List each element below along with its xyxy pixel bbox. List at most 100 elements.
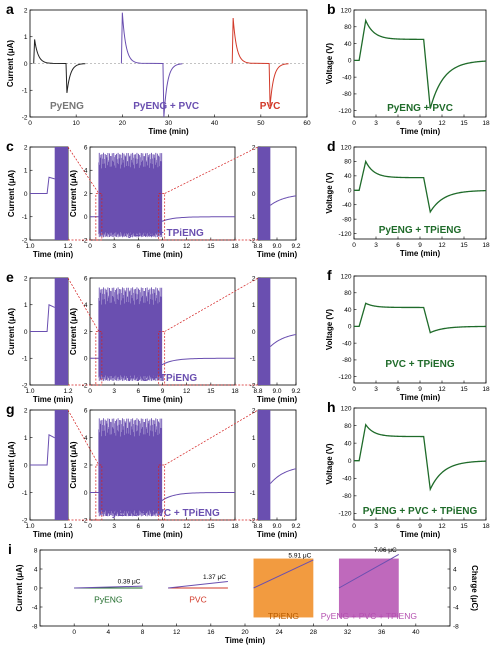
panel-label-a: a — [6, 1, 14, 17]
panel-g-zoom-right-xtick-label: 9.0 — [272, 523, 281, 530]
panel-i-charge-1 — [168, 580, 228, 589]
panel-a-ytick-label: 0 — [24, 61, 28, 68]
panel-d-ylabel: Voltage (V) — [325, 172, 334, 214]
panel-c-zoom-box — [95, 193, 103, 241]
panel-i-xtick-label: 20 — [241, 629, 249, 636]
panel-i-charge-label-1: 1.37 μC — [203, 574, 226, 581]
panel-g-zoom-box — [95, 464, 103, 521]
panel-c-zoom-right-xtick-label: 9.0 — [272, 243, 281, 250]
panel-e-zoom-right-ytick-label: -2 — [250, 382, 256, 389]
panel-a-xlabel: Time (min) — [148, 127, 189, 136]
panel-d-ytick-label: -40 — [342, 202, 352, 209]
panel-c-connector — [164, 146, 259, 194]
panel-e-main-xlabel: Time (min) — [142, 395, 183, 404]
panel-i-xtick-label: 32 — [344, 629, 352, 636]
panel-label-h: h — [327, 399, 336, 415]
panel-i-xtick-label: 8 — [141, 629, 145, 636]
panel-e-zoom-left-ylabel: Current (μA) — [7, 308, 16, 355]
panel-h-label: PyENG + PVC + TPiENG — [363, 506, 478, 517]
panel-h-xtick-label: 9 — [418, 523, 422, 530]
panel-c-label: PyENG + TPiENG — [121, 228, 204, 239]
panel-g-zoom-right-ytick-label: 1 — [252, 435, 256, 442]
panel-e-zoom-left-ytick-label: -2 — [22, 382, 28, 389]
panel-g-zoom-right-burst — [258, 410, 271, 520]
panel-g-zoom-right-ytick-label: 0 — [252, 462, 256, 469]
panel-i-xtick-label: 28 — [310, 629, 318, 636]
panel-f-xtick-label: 12 — [438, 386, 446, 393]
panel-g-main-xtick-label: 18 — [231, 523, 239, 530]
panel-c-zoom-left-ytick-label: 2 — [24, 144, 28, 151]
panel-i-y2tick-label: 0 — [453, 585, 457, 592]
panel-i-xtick-label: 16 — [207, 629, 215, 636]
panel-f-ytick-label: 40 — [344, 307, 352, 314]
panel-i-y2label: Charge (μC) — [470, 565, 479, 611]
panel-i-burst-2 — [253, 558, 314, 618]
panel-i-charge-label-2: 5.91 μC — [288, 552, 311, 559]
panel-c-zoom-left-ytick-label: 1 — [24, 168, 28, 175]
panel-b-xtick-label: 0 — [352, 120, 356, 127]
panel-b-curve — [354, 18, 487, 109]
panel-d-axes: 0 3 6 9 12 15 18 120 80 40 0 -40 -80 -120 — [338, 144, 490, 249]
panel-g-main-xtick-label: 15 — [207, 523, 215, 530]
panel-d-xtick-label: 15 — [460, 242, 468, 249]
panel-e-main-ytick-label: 0 — [84, 356, 88, 363]
panel-a-ylabel: Current (μA) — [6, 40, 15, 87]
panel-e-main-xtick-label: 0 — [88, 388, 92, 395]
panel-d-xtick-label: 9 — [418, 242, 422, 249]
panel-e-label: PVC + TPiENG — [128, 373, 197, 384]
panel-h-xtick-label: 15 — [460, 523, 468, 530]
panel-g-zoom-right-ytick-label: 2 — [252, 407, 256, 414]
panel-g-main-xtick-label: 9 — [161, 523, 165, 530]
panel-a-xtick-label: 30 — [165, 120, 173, 127]
panel-c-main-xtick-label: 6 — [137, 243, 141, 250]
panel-a-xtick-label: 20 — [119, 120, 127, 127]
panel-b-ytick-label: 40 — [344, 41, 352, 48]
panel-b-xtick-label: 3 — [374, 120, 378, 127]
panel-f-xtick-label: 9 — [418, 386, 422, 393]
panel-g-zoom-right-ytick-label: -2 — [250, 517, 256, 524]
panel-c-main-burst — [98, 152, 163, 238]
panel-d-xtick-label: 12 — [438, 242, 446, 249]
panel-g-main-xtick-label: 3 — [112, 523, 116, 530]
panel-h-ytick-label: -40 — [342, 476, 352, 483]
panel-i-ytick-label: -8 — [32, 623, 38, 630]
panel-c-zoom-left-ytick-label: -1 — [22, 214, 28, 221]
panel-g-zoom-left-trace — [30, 433, 55, 466]
panel-g-main-ylabel: Current (μA) — [69, 441, 78, 488]
panel-e-zoom-right-ytick-label: -1 — [250, 356, 256, 363]
panel-e-main-xtick-label: 12 — [183, 388, 191, 395]
panel-c-zoom-right-axes: 8.8 9.0 9.2 2 1 0 -1 -2 — [250, 144, 301, 250]
panel-g-main-tail — [161, 492, 236, 502]
panel-e-zoom-left-ytick-label: 2 — [24, 275, 28, 282]
panel-h-frame — [353, 407, 487, 521]
panel-b-xtick-label: 6 — [396, 120, 400, 127]
panel-e-zoom-right-ytick-label: 1 — [252, 302, 256, 309]
panel-e-main-xtick-label: 18 — [231, 388, 239, 395]
panel-h-ytick-label: 40 — [344, 440, 352, 447]
panel-h-xtick-label: 3 — [374, 523, 378, 530]
panel-g-zoom-left-ytick-label: -1 — [22, 490, 28, 497]
panel-e-main-xtick-label: 3 — [112, 388, 116, 395]
panel-h-xtick-label: 18 — [482, 523, 490, 530]
panel-h-ytick-label: 80 — [344, 423, 352, 430]
panel-e-zoom-right-xtick-label: 9.0 — [272, 388, 281, 395]
panel-f-xlabel: Time (min) — [400, 393, 441, 402]
panel-i-charge-0 — [74, 585, 143, 589]
panel-a-xtick-label: 50 — [257, 120, 265, 127]
panel-h-ytick-label: 0 — [348, 458, 352, 465]
panel-b-xlabel: Time (min) — [400, 127, 441, 136]
panel-g-zoom-left-xtick-label: 1.0 — [25, 523, 34, 530]
panel-c-zoom-right-ytick-label: -2 — [250, 237, 256, 244]
panel-a-ytick-label: 1 — [24, 34, 28, 41]
panel-e-zoom-left-axes: 1.0 1.2 2 1 0 -1 -2 — [22, 275, 73, 395]
panel-g-zoom-left-burst — [54, 410, 68, 520]
panel-g-connector — [67, 409, 100, 466]
panel-e-main-xtick-label: 15 — [207, 388, 215, 395]
panel-e-main-ytick-label: 6 — [84, 275, 88, 282]
panel-g-connector — [164, 409, 259, 466]
panel-g-zoom-left-ytick-label: 0 — [24, 462, 28, 469]
panel-label-d: d — [327, 138, 336, 154]
panel-e-zoom-right-xlabel: Time (min) — [257, 395, 298, 404]
panel-c-main-ylabel: Current (μA) — [69, 170, 78, 217]
